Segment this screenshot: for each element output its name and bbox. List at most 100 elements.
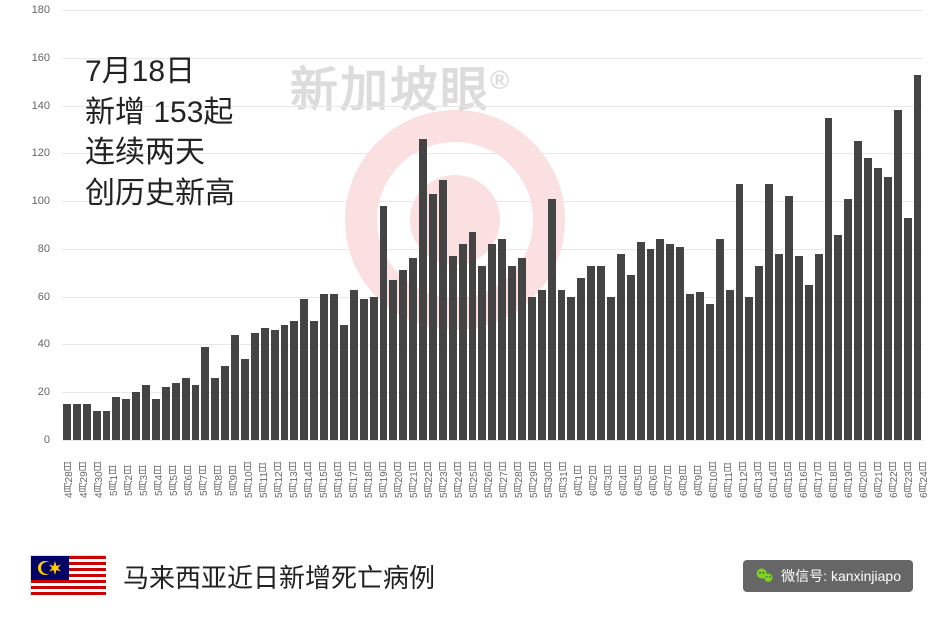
bar <box>488 244 496 440</box>
x-tick-label: 6月1日 <box>572 445 587 515</box>
bar <box>330 294 338 440</box>
bar <box>103 411 111 440</box>
bar <box>538 290 546 441</box>
bar <box>558 290 566 441</box>
y-tick-label: 140 <box>32 100 50 112</box>
bar <box>231 335 239 440</box>
bar <box>716 239 724 440</box>
bar <box>271 330 279 440</box>
x-tick-label: 5月5日 <box>167 445 182 515</box>
x-tick-label: 4月29日 <box>77 445 92 515</box>
x-tick-label: 5月23日 <box>437 445 452 515</box>
x-axis-labels: 4月28日4月29日4月30日5月1日5月2日5月3日5月4日5月5日5月6日5… <box>62 445 923 515</box>
bar <box>300 299 308 440</box>
y-tick-label: 40 <box>38 338 50 350</box>
bar <box>281 325 289 440</box>
y-tick-label: 180 <box>32 4 50 16</box>
bar <box>894 110 902 440</box>
bar <box>726 290 734 441</box>
y-tick-label: 60 <box>38 291 50 303</box>
bar <box>370 297 378 440</box>
bar <box>587 266 595 440</box>
wechat-icon <box>755 566 775 586</box>
headline-line: 新增 153起 <box>85 93 235 134</box>
x-tick-label: 6月4日 <box>617 445 632 515</box>
bar <box>192 385 200 440</box>
bar <box>389 280 397 440</box>
x-tick-label: 5月18日 <box>362 445 377 515</box>
x-tick-label: 6月20日 <box>857 445 872 515</box>
bar <box>805 285 813 440</box>
bar <box>459 244 467 440</box>
bar <box>795 256 803 440</box>
bar <box>597 266 605 440</box>
bar <box>201 347 209 440</box>
bar <box>617 254 625 440</box>
bar <box>360 299 368 440</box>
bar <box>815 254 823 440</box>
bar <box>874 168 882 440</box>
x-tick-label: 5月7日 <box>197 445 212 515</box>
x-tick-label: 5月1日 <box>107 445 122 515</box>
bar <box>142 385 150 440</box>
x-tick-label: 6月18日 <box>827 445 842 515</box>
y-tick-label: 160 <box>32 52 50 64</box>
bar <box>261 328 269 440</box>
bar <box>320 294 328 440</box>
bar <box>518 258 526 440</box>
x-tick-label: 5月8日 <box>212 445 227 515</box>
bar <box>73 404 81 440</box>
x-tick-label: 5月29日 <box>527 445 542 515</box>
bar <box>825 118 833 441</box>
bar <box>478 266 486 440</box>
bar <box>152 399 160 440</box>
x-tick-label: 6月24日 <box>917 445 932 515</box>
x-tick-label: 6月5日 <box>632 445 647 515</box>
x-tick-label: 6月8日 <box>677 445 692 515</box>
x-tick-label: 6月9日 <box>692 445 707 515</box>
headline-line: 7月18日 <box>85 52 235 93</box>
bar <box>251 333 259 441</box>
headline-line: 创历史新高 <box>85 174 235 215</box>
bar <box>83 404 91 440</box>
x-tick-label: 5月11日 <box>257 445 272 515</box>
bar <box>409 258 417 440</box>
bar <box>647 249 655 440</box>
bar <box>221 366 229 440</box>
x-tick-label: 5月24日 <box>452 445 467 515</box>
bar <box>93 411 101 440</box>
x-tick-label: 5月27日 <box>497 445 512 515</box>
x-tick-label: 5月12日 <box>272 445 287 515</box>
x-tick-label: 5月14日 <box>302 445 317 515</box>
bar <box>577 278 585 440</box>
x-tick-label: 6月10日 <box>707 445 722 515</box>
x-tick-label: 5月16日 <box>332 445 347 515</box>
x-tick-label: 5月17日 <box>347 445 362 515</box>
bar <box>736 184 744 440</box>
bar <box>834 235 842 440</box>
bar <box>706 304 714 440</box>
x-tick-label: 6月21日 <box>872 445 887 515</box>
bar <box>844 199 852 440</box>
bar <box>666 244 674 440</box>
bar <box>627 275 635 440</box>
x-tick-label: 4月30日 <box>92 445 107 515</box>
x-tick-label: 6月19日 <box>842 445 857 515</box>
bar <box>676 247 684 441</box>
bar <box>211 378 219 440</box>
x-tick-label: 6月12日 <box>737 445 752 515</box>
wechat-badge: 微信号: kanxinjiapo <box>743 560 913 592</box>
x-tick-label: 6月3日 <box>602 445 617 515</box>
headline-text: 7月18日新增 153起连续两天创历史新高 <box>85 52 235 214</box>
x-tick-label: 6月15日 <box>782 445 797 515</box>
bar <box>864 158 872 440</box>
x-tick-label: 6月13日 <box>752 445 767 515</box>
bar <box>241 359 249 440</box>
bar <box>914 75 922 441</box>
x-tick-label: 5月31日 <box>557 445 572 515</box>
bar <box>696 292 704 440</box>
bar <box>528 297 536 440</box>
wechat-label: 微信号: kanxinjiapo <box>781 566 901 586</box>
x-tick-label: 6月2日 <box>587 445 602 515</box>
bar <box>607 297 615 440</box>
